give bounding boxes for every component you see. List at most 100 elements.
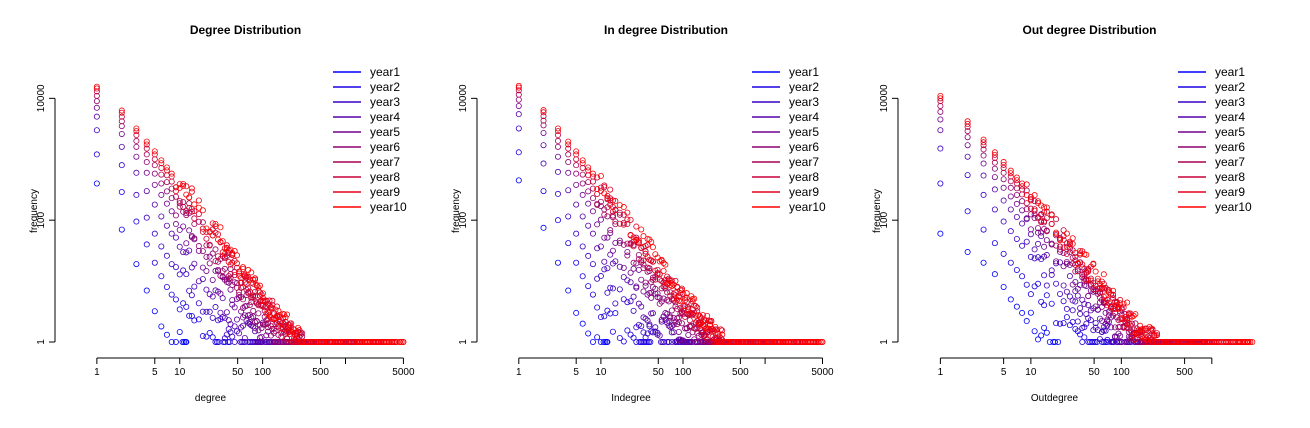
data-point xyxy=(1013,185,1020,192)
x-tick-label: 10 xyxy=(174,367,186,378)
data-point xyxy=(133,191,140,198)
data-point xyxy=(176,184,183,191)
data-point xyxy=(991,186,998,193)
data-point xyxy=(1035,254,1042,261)
data-point xyxy=(176,181,183,188)
data-point xyxy=(1031,207,1038,214)
data-point xyxy=(158,160,165,167)
data-point xyxy=(199,225,206,232)
data-point xyxy=(158,213,165,220)
data-point xyxy=(991,174,998,181)
data-point xyxy=(1038,233,1045,240)
data-point xyxy=(670,290,677,297)
data-point xyxy=(678,287,685,294)
data-point xyxy=(601,190,608,197)
data-point xyxy=(248,293,255,300)
legend-label: year7 xyxy=(370,155,400,169)
data-point xyxy=(203,242,210,249)
data-point xyxy=(168,173,175,180)
data-point xyxy=(980,160,987,167)
data-point xyxy=(382,338,389,345)
data-point xyxy=(292,332,299,339)
data-point xyxy=(1043,292,1050,299)
data-points xyxy=(93,83,407,345)
data-point xyxy=(627,279,634,286)
data-point xyxy=(151,259,158,266)
data-point xyxy=(176,328,183,335)
data-point xyxy=(203,267,210,274)
data-point xyxy=(240,305,247,312)
data-point xyxy=(332,338,339,345)
data-point xyxy=(762,338,769,345)
data-point xyxy=(1043,208,1050,215)
data-point xyxy=(309,338,316,345)
data-point xyxy=(579,157,586,164)
data-point xyxy=(238,324,245,331)
data-point xyxy=(1117,323,1124,330)
data-point xyxy=(980,146,987,153)
data-point xyxy=(675,328,682,335)
data-point xyxy=(199,308,206,315)
data-point xyxy=(540,160,547,167)
data-point xyxy=(231,304,238,311)
data-point xyxy=(573,170,580,177)
data-point xyxy=(609,212,616,219)
data-point xyxy=(937,92,944,99)
data-point xyxy=(1007,170,1014,177)
data-point xyxy=(1023,200,1030,207)
data-point xyxy=(229,333,236,340)
data-point xyxy=(601,211,608,218)
data-point xyxy=(393,338,400,345)
data-point xyxy=(206,330,213,337)
data-point xyxy=(118,226,125,233)
data-point xyxy=(937,127,944,134)
data-point xyxy=(1113,334,1120,341)
data-point xyxy=(680,303,687,310)
data-point xyxy=(747,338,754,345)
data-point xyxy=(795,338,802,345)
data-point xyxy=(320,338,327,345)
data-point xyxy=(1148,325,1155,332)
data-point xyxy=(1135,330,1142,337)
legend-label: year4 xyxy=(1215,110,1245,124)
legend-label: year7 xyxy=(1215,155,1245,169)
data-point xyxy=(624,299,631,306)
data-point xyxy=(1104,296,1111,303)
data-point xyxy=(245,338,252,345)
data-point xyxy=(964,128,971,135)
data-point xyxy=(1035,229,1042,236)
data-point xyxy=(186,312,193,319)
data-point xyxy=(1007,206,1014,213)
data-point xyxy=(195,247,202,254)
data-point xyxy=(609,247,616,254)
data-point xyxy=(158,180,165,187)
data-point xyxy=(172,184,179,191)
data-point xyxy=(225,317,232,324)
data-point xyxy=(1120,324,1127,331)
y-tick-label: 100 xyxy=(36,211,47,228)
data-point xyxy=(215,268,222,275)
data-point xyxy=(253,282,260,289)
data-point xyxy=(565,138,572,145)
x-tick-label: 100 xyxy=(254,367,271,378)
data-point xyxy=(540,188,547,195)
x-tick-label: 5 xyxy=(152,367,158,378)
data-point xyxy=(168,185,175,192)
data-point xyxy=(183,303,190,310)
data-point xyxy=(806,338,813,345)
data-point xyxy=(1000,169,1007,176)
y-axis-label: frequency xyxy=(29,189,40,233)
data-point xyxy=(133,153,140,160)
data-point xyxy=(118,109,125,116)
data-point xyxy=(1104,322,1111,329)
x-tick-label: 500 xyxy=(732,367,749,378)
data-points xyxy=(515,82,826,345)
data-point xyxy=(565,187,572,194)
data-point xyxy=(638,276,645,283)
data-point xyxy=(1063,258,1070,265)
data-point xyxy=(597,243,604,250)
data-point xyxy=(195,211,202,218)
data-point xyxy=(1063,240,1070,247)
data-point xyxy=(759,338,766,345)
data-point xyxy=(702,334,709,341)
